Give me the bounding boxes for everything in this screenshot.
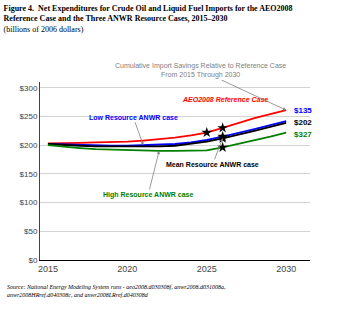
svg-text:$327: $327 [294, 130, 312, 139]
svg-text:2020: 2020 [117, 264, 137, 274]
svg-text:2015: 2015 [38, 264, 58, 274]
svg-text:2030: 2030 [276, 264, 296, 274]
svg-text:$300: $300 [20, 84, 38, 93]
svg-text:$202: $202 [294, 118, 312, 127]
svg-text:$135: $135 [294, 106, 312, 115]
svg-text:$150: $150 [20, 170, 38, 179]
svg-text:Low Resource ANWR case: Low Resource ANWR case [89, 114, 178, 121]
svg-text:$50: $50 [24, 227, 38, 236]
svg-text:Figure 4. Net Expenditures fo: Figure 4. Net Expenditures for Crude Oil… [4, 4, 293, 34]
svg-text:2025: 2025 [197, 264, 217, 274]
svg-text:$100: $100 [20, 198, 38, 207]
svg-text:High Resource ANWR case: High Resource ANWR case [103, 191, 193, 199]
svg-text:$200: $200 [20, 141, 38, 150]
svg-text:$250: $250 [20, 112, 38, 121]
svg-text:Cumulative Import Savings Rela: Cumulative Import Savings Relative to Re… [115, 62, 286, 79]
svg-text:AEO2008 Reference Case: AEO2008 Reference Case [182, 96, 268, 103]
svg-text:Mean Resource ANWR case: Mean Resource ANWR case [166, 161, 259, 168]
svg-text:$0: $0 [28, 256, 37, 265]
svg-text:Source: National Energy Modeli: Source: National Energy Modeling System … [7, 284, 226, 298]
